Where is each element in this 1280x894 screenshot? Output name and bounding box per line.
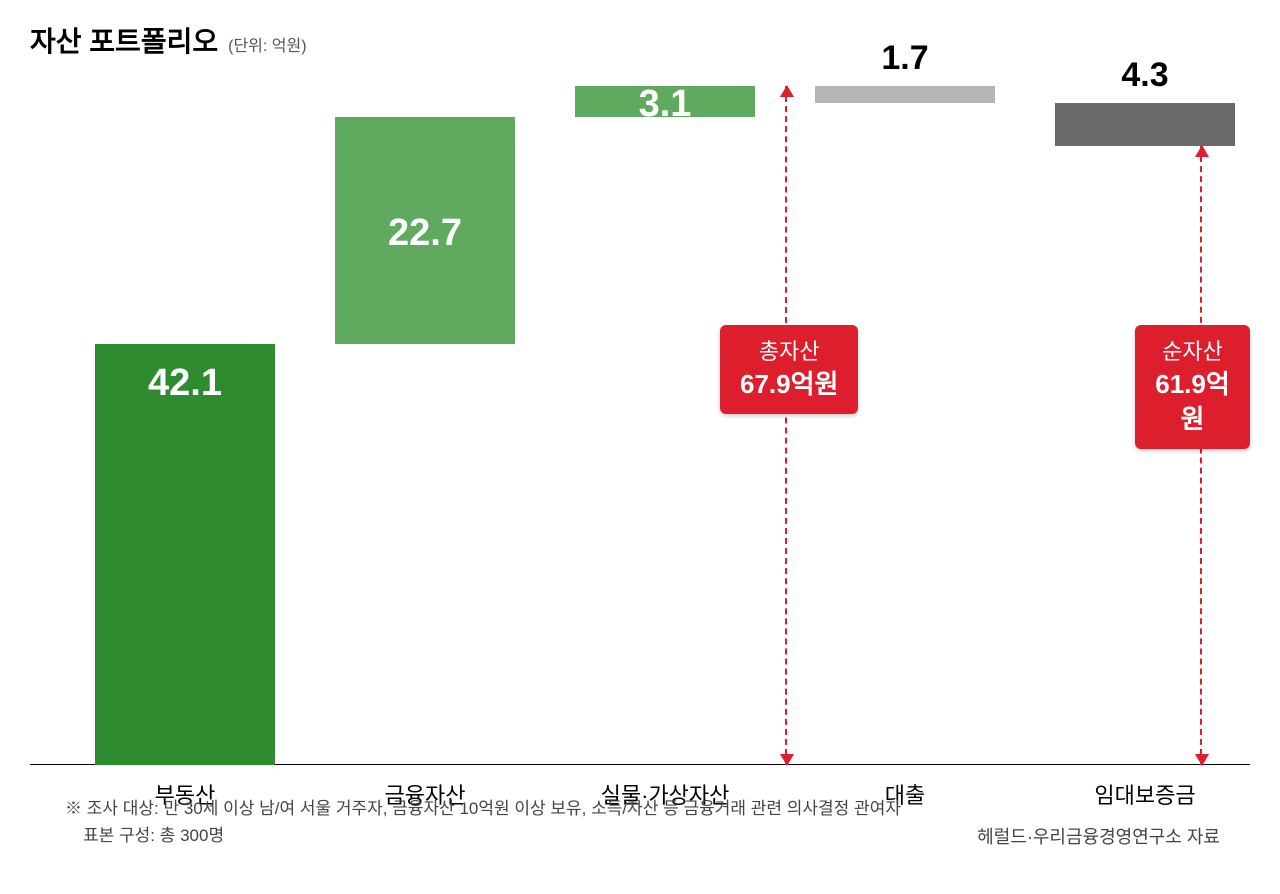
bar-value-deposit: 4.3 [1055,56,1235,95]
footnotes: ※ 조사 대상: 만 30세 이상 남/여 서울 거주자, 금융자산 10억원 … [65,795,901,849]
source-attribution: 헤럴드·우리금융경영연구소 자료 [977,823,1220,849]
bar-loan: 1.7 [815,86,995,103]
badge-label-total-assets: 총자산 [740,337,838,367]
footnote-line-2: 표본 구성: 총 300명 [83,822,901,849]
chart-plot: 42.122.73.11.74.3 총자산67.9억원순자산61.9억원 부동산… [30,65,1250,765]
bar-value-financial: 22.7 [335,212,515,255]
bar-deposit: 4.3 [1055,103,1235,146]
arrowhead-down-icon [1195,754,1209,766]
bar-real-estate: 42.1 [95,344,275,765]
bar-value-real-estate: 42.1 [95,362,275,405]
bar-value-physical-virtual: 3.1 [575,83,755,126]
badge-value-net-assets: 61.9억원 [1155,367,1230,437]
arrowhead-up-icon [780,85,794,97]
badge-net-assets: 순자산61.9억원 [1135,325,1250,449]
badge-label-net-assets: 순자산 [1155,337,1230,367]
bar-financial: 22.7 [335,117,515,344]
bar-value-loan: 1.7 [815,39,995,78]
chart-unit: (단위: 억원) [228,32,306,56]
arrowhead-down-icon [780,754,794,766]
arrow-net-assets [1200,146,1202,765]
x-label-deposit: 임대보증금 [1025,778,1265,810]
chart-title: 자산 포트폴리오 [30,20,218,60]
badge-total-assets: 총자산67.9억원 [720,325,858,414]
arrow-total-assets [785,86,787,765]
arrowhead-up-icon [1195,145,1209,157]
badge-value-total-assets: 67.9억원 [740,367,838,402]
chart-header: 자산 포트폴리오 (단위: 억원) [30,20,1250,60]
bar-physical-virtual: 3.1 [575,86,755,117]
footnote-line-1: ※ 조사 대상: 만 30세 이상 남/여 서울 거주자, 금융자산 10억원 … [65,795,901,822]
